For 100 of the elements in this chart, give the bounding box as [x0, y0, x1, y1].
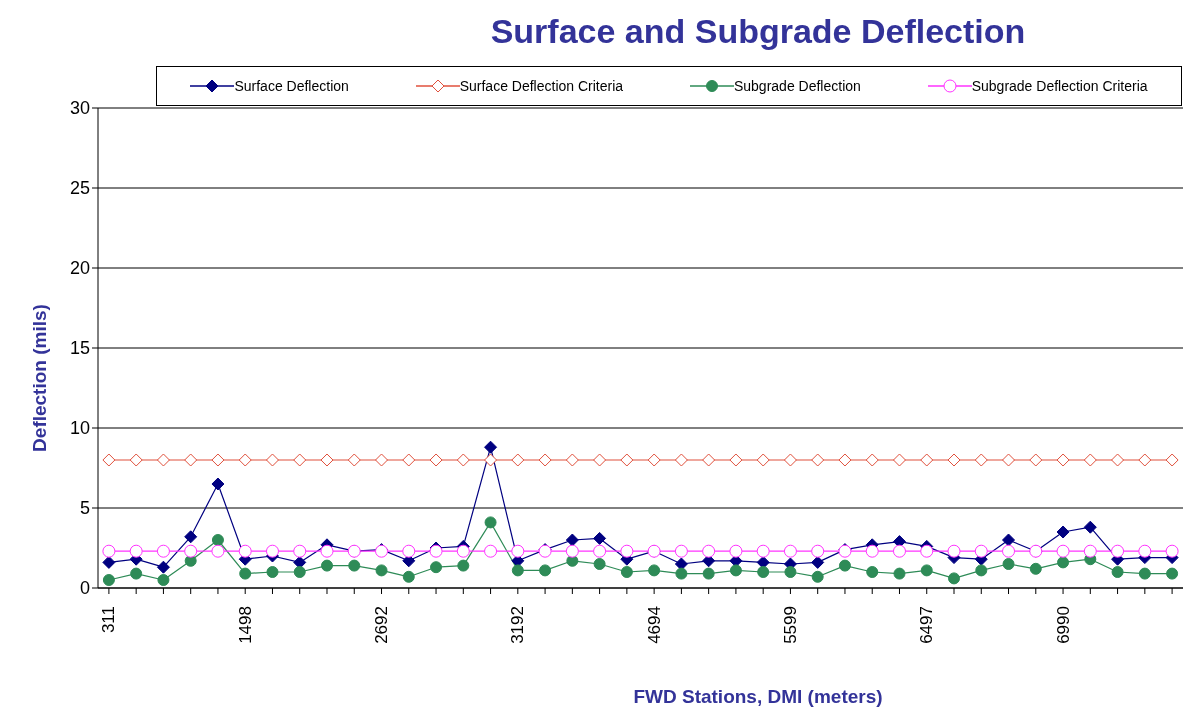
point [865, 544, 879, 558]
point [1111, 544, 1125, 558]
point [320, 544, 334, 558]
y-tick-label: 15 [69, 338, 90, 359]
point [974, 453, 988, 467]
point [783, 453, 797, 467]
point [729, 544, 743, 558]
point [1111, 453, 1125, 467]
y-tick-label: 10 [69, 418, 90, 439]
point [184, 453, 198, 467]
x-tick-label: 5599 [780, 606, 800, 644]
legend-label: Subgrade Deflection [733, 78, 861, 94]
point [674, 453, 688, 467]
point [811, 544, 825, 558]
point [1029, 562, 1042, 575]
point [1057, 556, 1070, 569]
point [157, 574, 170, 586]
point [593, 453, 607, 467]
point [293, 566, 306, 578]
point [675, 567, 688, 580]
y-tick-label: 5 [79, 498, 90, 519]
x-tick-label: 2692 [372, 606, 392, 644]
point [266, 566, 279, 578]
point [947, 453, 961, 467]
point [893, 567, 906, 580]
point [1083, 520, 1097, 534]
point [456, 453, 470, 467]
point [593, 544, 607, 558]
point [130, 567, 143, 580]
legend-label: Surface Deflection Criteria [459, 78, 624, 94]
point [866, 566, 879, 578]
point [1002, 533, 1016, 547]
point [402, 570, 415, 583]
point [920, 544, 934, 558]
point [756, 544, 770, 558]
point [238, 453, 252, 467]
point [1138, 544, 1152, 558]
point [539, 564, 552, 577]
point [457, 559, 470, 572]
point [1165, 453, 1179, 467]
point [920, 564, 933, 577]
point [593, 531, 607, 545]
point [430, 561, 443, 574]
point [211, 534, 224, 546]
point [484, 516, 497, 529]
point [674, 544, 688, 558]
point [1166, 567, 1179, 580]
point [211, 477, 225, 491]
point [757, 566, 770, 578]
point [102, 574, 115, 586]
point [729, 453, 743, 467]
point [756, 453, 770, 467]
point [1083, 453, 1097, 467]
point [892, 544, 906, 558]
point [593, 558, 606, 570]
point [702, 554, 716, 568]
point [348, 559, 361, 572]
point [102, 555, 116, 569]
point [1056, 525, 1070, 539]
point [102, 453, 116, 467]
point [456, 544, 470, 558]
point [265, 544, 279, 558]
point [484, 440, 498, 454]
x-tick-label: 1498 [235, 606, 255, 644]
point [865, 453, 879, 467]
point [511, 544, 525, 558]
point [1029, 453, 1043, 467]
point [156, 544, 170, 558]
x-axis-title: FWD Stations, DMI (meters) [632, 686, 884, 708]
y-axis-title: Deflection (mils) [29, 304, 51, 452]
x-tick-label: 4694 [644, 606, 664, 644]
point [129, 453, 143, 467]
point [1002, 453, 1016, 467]
x-tick-label: 311 [99, 606, 119, 634]
point [975, 564, 988, 577]
point [184, 530, 198, 544]
point [702, 453, 716, 467]
point [702, 544, 716, 558]
point [565, 533, 579, 547]
point [1083, 544, 1097, 558]
point [293, 544, 307, 558]
point [211, 453, 225, 467]
x-tick-label: 3192 [508, 606, 528, 644]
x-tick-label: 6497 [917, 606, 937, 644]
point [1165, 544, 1179, 558]
point [811, 453, 825, 467]
point [402, 453, 416, 467]
point [156, 453, 170, 467]
point [920, 453, 934, 467]
y-tick-label: 0 [79, 578, 90, 599]
point [620, 566, 633, 578]
point [375, 564, 388, 577]
y-tick-label: 20 [69, 258, 90, 279]
point [538, 453, 552, 467]
point [347, 453, 361, 467]
point [211, 544, 225, 558]
point [184, 544, 198, 558]
point [321, 559, 333, 572]
point [238, 544, 252, 558]
legend-label: Surface Deflection [234, 78, 349, 94]
